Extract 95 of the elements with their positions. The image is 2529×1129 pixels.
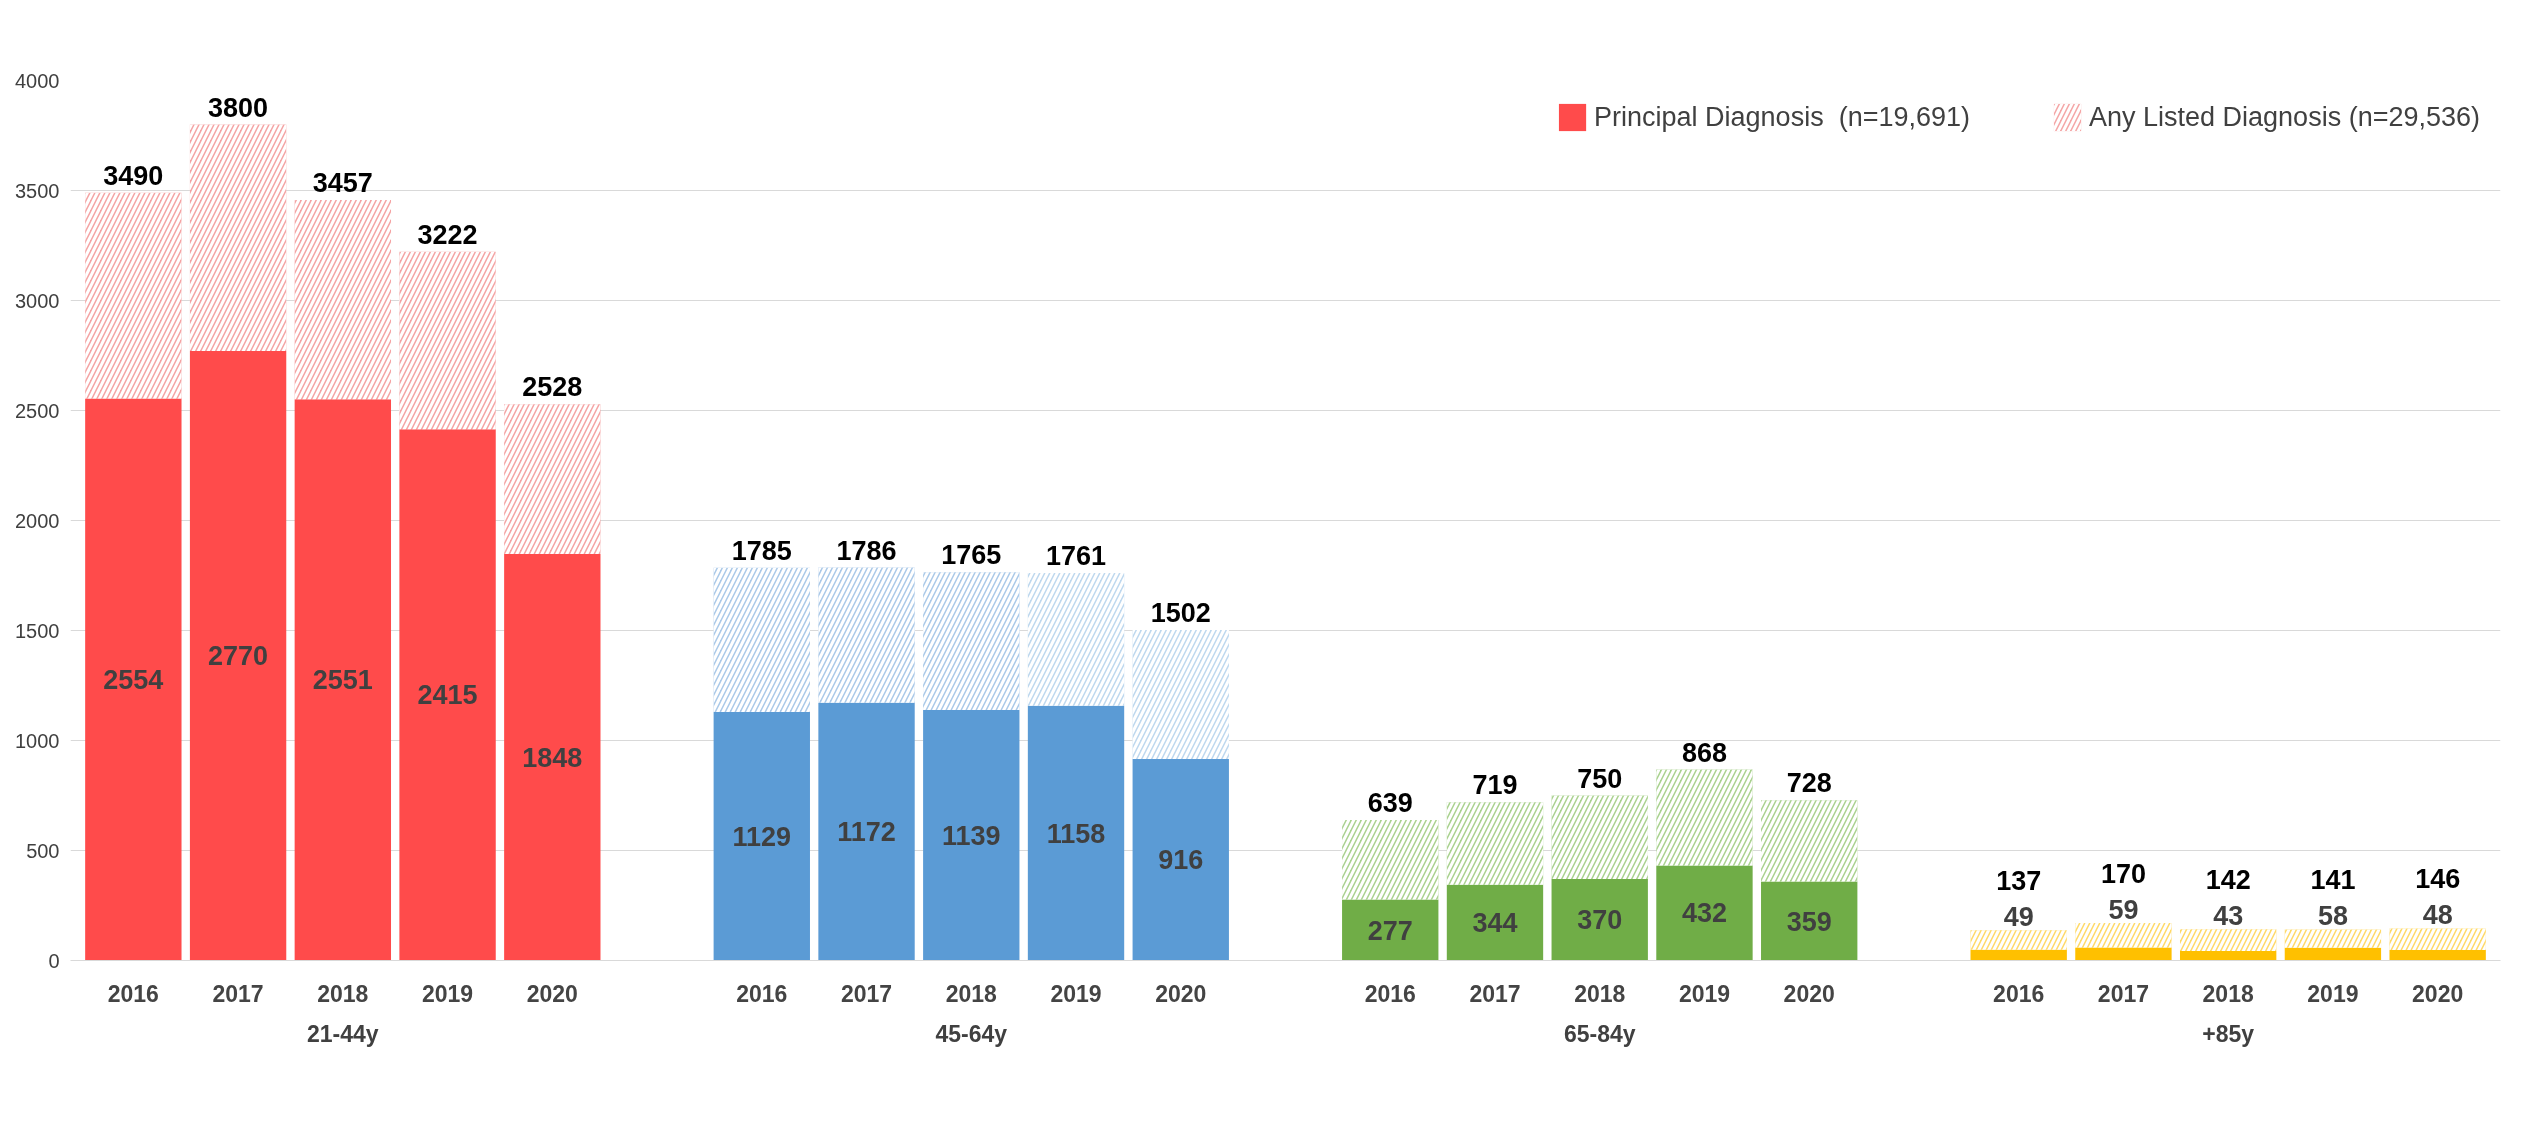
data-label: 1139	[941, 820, 1001, 851]
data-label: 277	[1367, 915, 1413, 946]
data-label: 2415	[417, 680, 478, 711]
bar	[399, 429, 496, 961]
bar	[818, 702, 915, 961]
x-tick-label: 2019	[2307, 980, 2359, 1007]
x-tick-label: 2018	[945, 980, 998, 1007]
text: 45-64y	[935, 1020, 1008, 1047]
data-label: 58	[2317, 901, 2348, 932]
bar	[1132, 758, 1229, 961]
total-label: 1765	[941, 540, 1002, 571]
x-tick-label: 2016	[1364, 980, 1416, 1007]
y-tick-label: 1000	[15, 729, 60, 752]
bar	[1027, 705, 1125, 961]
bar	[713, 712, 810, 961]
y-tick-label: 4000	[15, 69, 60, 92]
total-label: 146	[2415, 864, 2461, 895]
total-label: 3490	[103, 160, 164, 191]
data-label: 48	[2422, 900, 2453, 931]
x-tick-label: 2016	[736, 980, 788, 1007]
x-tick-label: 2020	[1155, 980, 1207, 1007]
bar	[2389, 949, 2486, 961]
total-label: 3457	[312, 167, 373, 198]
data-label: 2554	[103, 665, 164, 696]
x-tick-label: 2017	[2097, 980, 2150, 1007]
total-label: 639	[1367, 787, 1413, 818]
x-tick-label: 2020	[526, 980, 578, 1007]
data-label: 43	[2213, 901, 2244, 932]
data-label: 1158	[1046, 818, 1106, 849]
total-label: 1502	[1150, 598, 1211, 629]
y-tick-label: 0	[48, 949, 60, 972]
text: 21-44y	[307, 1020, 379, 1047]
total-label: 3800	[208, 92, 269, 123]
total-label: 1785	[731, 535, 792, 566]
total-label: 170	[2100, 859, 2146, 890]
bar	[923, 709, 1020, 961]
bar	[2284, 947, 2382, 961]
text: 65-84y	[1563, 1020, 1636, 1047]
total-label: 750	[1577, 763, 1623, 794]
data-label: 1129	[732, 821, 792, 852]
x-tick-label: 2018	[1574, 980, 1626, 1007]
x-tick-label: 2018	[317, 980, 369, 1007]
data-label: 916	[1158, 845, 1204, 876]
total-label: 728	[1786, 768, 1832, 799]
x-tick-label: 2020	[2412, 980, 2464, 1007]
bar	[1970, 949, 2067, 961]
legend-label: Any Listed Diagnosis (n=29,536)	[2089, 100, 2480, 134]
bar	[1342, 899, 1439, 961]
x-tick-label: 2019	[421, 980, 474, 1007]
data-label: 2551	[312, 665, 373, 696]
x-tick-label: 2017	[212, 980, 264, 1007]
total-label: 142	[2205, 865, 2251, 896]
bar	[504, 553, 601, 961]
y-tick-label: 500	[26, 839, 60, 862]
data-label: 59	[2108, 895, 2139, 926]
y-tick-label: 2500	[15, 399, 60, 422]
x-tick-label: 2016	[107, 980, 159, 1007]
x-tick-label: 2017	[1469, 980, 1521, 1007]
data-label: 2770	[208, 641, 269, 672]
bar	[1551, 879, 1648, 961]
bar	[294, 399, 392, 961]
data-label: 370	[1577, 905, 1623, 936]
y-tick-label: 2000	[15, 509, 60, 532]
data-label: 344	[1472, 908, 1518, 939]
bar	[1761, 881, 1858, 961]
total-label: 137	[1996, 866, 2042, 897]
x-tick-label: 2019	[1678, 980, 1731, 1007]
data-label: 1172	[837, 817, 896, 848]
bar	[189, 351, 287, 961]
data-label: 359	[1786, 906, 1832, 937]
total-label: 141	[2310, 865, 2356, 896]
data-label: 432	[1681, 898, 1727, 929]
total-label: 2528	[522, 372, 583, 403]
y-tick-label: 1500	[15, 619, 60, 642]
total-label: 1761	[1045, 541, 1107, 572]
data-label: 49	[2003, 902, 2034, 933]
bar	[2179, 951, 2277, 961]
data-label: 1848	[522, 742, 583, 773]
y-tick-label: 3000	[15, 289, 60, 312]
x-tick-label: 2018	[2202, 980, 2254, 1007]
x-tick-label: 2020	[1783, 980, 1835, 1007]
y-tick-label: 3500	[15, 179, 60, 202]
text: +85y	[2202, 1020, 2255, 1047]
x-tick-label: 2019	[1050, 980, 1102, 1007]
total-label: 3222	[417, 219, 478, 250]
total-label: 719	[1472, 770, 1518, 801]
total-label: 868	[1681, 737, 1727, 768]
bar	[1656, 865, 1753, 961]
bar	[2075, 947, 2172, 961]
bar	[1446, 884, 1544, 961]
bar	[85, 398, 182, 961]
x-tick-label: 2017	[840, 980, 893, 1007]
legend-label: Principal Diagnosis (n=19,691)	[1594, 100, 1970, 134]
x-tick-label: 2016	[1993, 980, 2045, 1007]
total-label: 1786	[836, 535, 897, 566]
